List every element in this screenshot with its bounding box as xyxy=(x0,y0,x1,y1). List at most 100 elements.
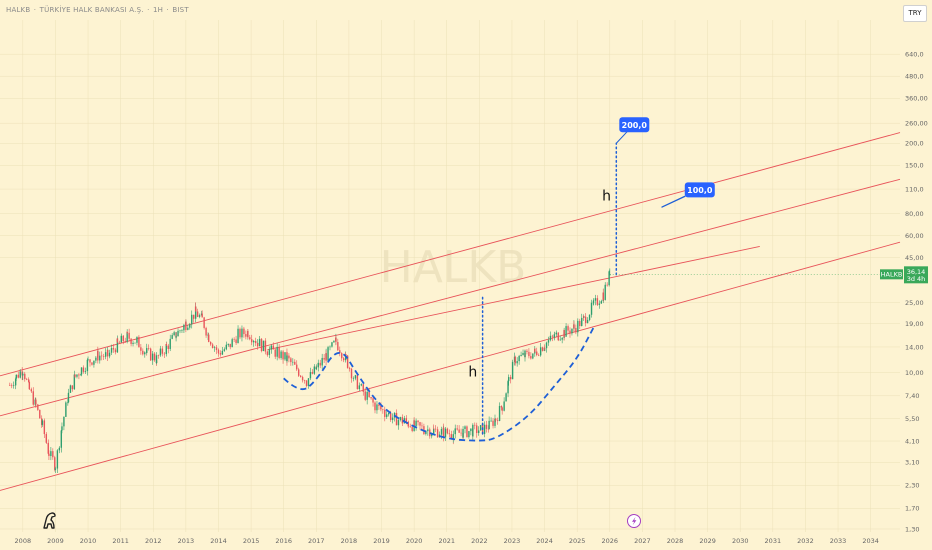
candle-body xyxy=(464,426,466,429)
candle-body xyxy=(163,353,166,355)
candle-body xyxy=(376,404,378,411)
candle-body xyxy=(45,434,48,443)
candle-body xyxy=(446,428,449,434)
candle-body xyxy=(337,342,339,351)
candle-body xyxy=(399,417,402,421)
candle-body xyxy=(341,353,343,359)
candle-body xyxy=(262,340,265,352)
candle-body xyxy=(118,342,121,343)
candle-body xyxy=(185,321,187,330)
candle-body xyxy=(494,418,497,421)
candle-body xyxy=(67,392,70,403)
candle-body xyxy=(496,420,499,421)
candle-body xyxy=(498,406,501,421)
lightning-event-icon[interactable] xyxy=(627,514,641,528)
currency-button[interactable]: TRY xyxy=(903,5,927,22)
candle-body xyxy=(233,339,235,340)
candle-body xyxy=(532,353,534,359)
candle-body xyxy=(12,385,15,387)
candle-body xyxy=(547,340,550,343)
candle-body xyxy=(405,418,408,422)
candle-body xyxy=(231,339,233,348)
x-tick-label: 2032 xyxy=(797,537,814,545)
candle-body xyxy=(165,344,168,355)
x-tick-label: 2021 xyxy=(438,537,455,545)
candle-body xyxy=(366,391,368,400)
candle-body xyxy=(108,352,111,357)
candle-body xyxy=(223,349,226,351)
price-axis[interactable]: 640,0 480,0 360,00 260,00 200,0 150,0 110,0 80,… xyxy=(905,50,928,533)
candle-body xyxy=(382,409,384,410)
candle-body xyxy=(9,385,11,386)
candle-body xyxy=(303,380,306,381)
candle-body xyxy=(288,355,290,359)
candle-body xyxy=(245,334,247,337)
candle-body xyxy=(30,389,33,392)
candle-body xyxy=(485,424,488,429)
candle-body xyxy=(147,348,150,349)
candle-body xyxy=(102,356,105,357)
header-exchange: BIST xyxy=(172,6,189,14)
candle-body xyxy=(260,338,263,352)
candle-body xyxy=(429,429,431,437)
candle-body xyxy=(477,430,480,434)
candle-body xyxy=(368,391,370,398)
candle-body xyxy=(549,335,552,341)
x-tick-label: 2028 xyxy=(667,537,684,545)
candle-body xyxy=(252,340,255,343)
candle-body xyxy=(590,302,593,315)
candle-body xyxy=(183,324,185,331)
candle-body xyxy=(490,420,492,422)
candle-body xyxy=(372,398,374,403)
candle-body xyxy=(251,339,253,343)
candle-body xyxy=(333,340,335,343)
candle-body xyxy=(608,274,611,276)
candle-body xyxy=(54,468,57,470)
dinosaur-logo-icon[interactable] xyxy=(43,512,56,529)
candle-body xyxy=(15,374,18,379)
candle-body xyxy=(126,331,128,342)
channel-lines xyxy=(0,132,901,491)
candle-body xyxy=(389,413,392,420)
candle-body xyxy=(588,314,591,320)
cup-pattern xyxy=(283,327,595,442)
candle-body xyxy=(194,306,197,312)
time-axis[interactable]: 2008 2009 2010 2011 2012 2013 2014 2015 2016 2017… xyxy=(15,537,879,545)
candle-body xyxy=(581,317,583,327)
candle-body xyxy=(516,361,518,364)
candle-body xyxy=(553,334,556,338)
candle-body xyxy=(89,359,91,363)
candle-body xyxy=(545,342,548,349)
x-tick-label: 2026 xyxy=(602,537,619,545)
candle-body xyxy=(138,336,140,348)
x-tick-label: 2025 xyxy=(569,537,586,545)
candle-body xyxy=(386,414,388,417)
candle-body xyxy=(600,301,603,304)
candle-body xyxy=(21,371,23,376)
candle-body xyxy=(142,350,144,355)
candle-body xyxy=(67,402,69,403)
candle-body xyxy=(136,336,138,339)
candle-body xyxy=(462,428,464,438)
candle-body xyxy=(48,453,50,457)
x-tick-label: 2008 xyxy=(15,537,32,545)
callout-label: 100,0 xyxy=(687,186,713,195)
candle-body xyxy=(534,348,536,352)
candle-body xyxy=(522,352,524,355)
candle-body xyxy=(258,338,261,347)
candle-body xyxy=(315,367,318,370)
candle-body xyxy=(577,320,579,333)
candle-body xyxy=(563,330,565,337)
candle-body xyxy=(573,324,575,328)
candle-body xyxy=(432,428,435,434)
candle-body xyxy=(313,366,316,374)
candle-body xyxy=(444,428,447,438)
candle-body xyxy=(87,359,89,361)
candle-body xyxy=(82,367,85,372)
candle-body xyxy=(56,450,59,469)
h-label: h xyxy=(602,188,611,204)
candle-body xyxy=(132,342,134,344)
candle-body xyxy=(52,451,54,458)
